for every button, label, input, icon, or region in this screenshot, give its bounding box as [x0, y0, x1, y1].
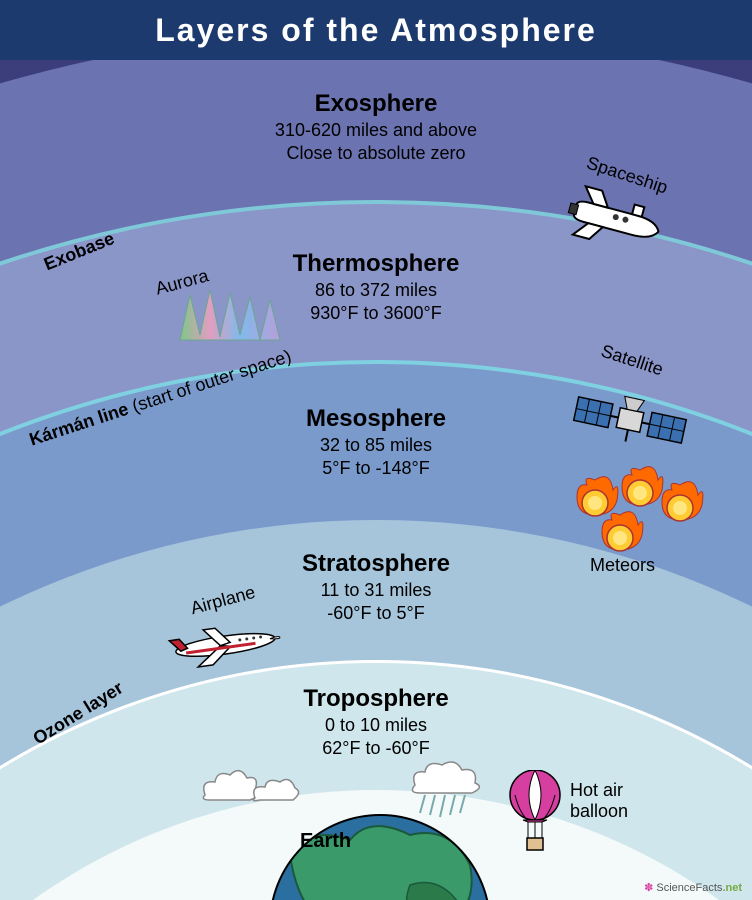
layer-mesosphere: Mesosphere32 to 85 miles5°F to -148°F [306, 405, 446, 479]
balloon-icon [505, 770, 565, 855]
layer-stratosphere: Stratosphere11 to 31 miles-60°F to 5°F [302, 550, 450, 624]
satellite-icon [570, 380, 690, 460]
layer-troposphere: Troposphere0 to 10 miles62°F to -60°F [303, 685, 448, 759]
balloon-label: Hot air balloon [570, 780, 628, 822]
layer-thermosphere: Thermosphere86 to 372 miles930°F to 3600… [293, 250, 460, 324]
meteors-icon [565, 460, 705, 560]
title-bar: Layers of the Atmosphere [0, 0, 752, 60]
page-title: Layers of the Atmosphere [155, 12, 597, 49]
attribution: ✽ ScienceFacts.net [644, 881, 742, 894]
earth-label: Earth [300, 830, 351, 853]
airplane-icon [165, 615, 285, 670]
spaceship-icon [560, 185, 670, 255]
aurora-icon [175, 285, 285, 345]
diagram-stage: Exosphere310-620 miles and aboveClose to… [0, 60, 752, 900]
meteors-label: Meteors [590, 555, 655, 576]
layer-exosphere: Exosphere310-620 miles and aboveClose to… [275, 90, 477, 164]
